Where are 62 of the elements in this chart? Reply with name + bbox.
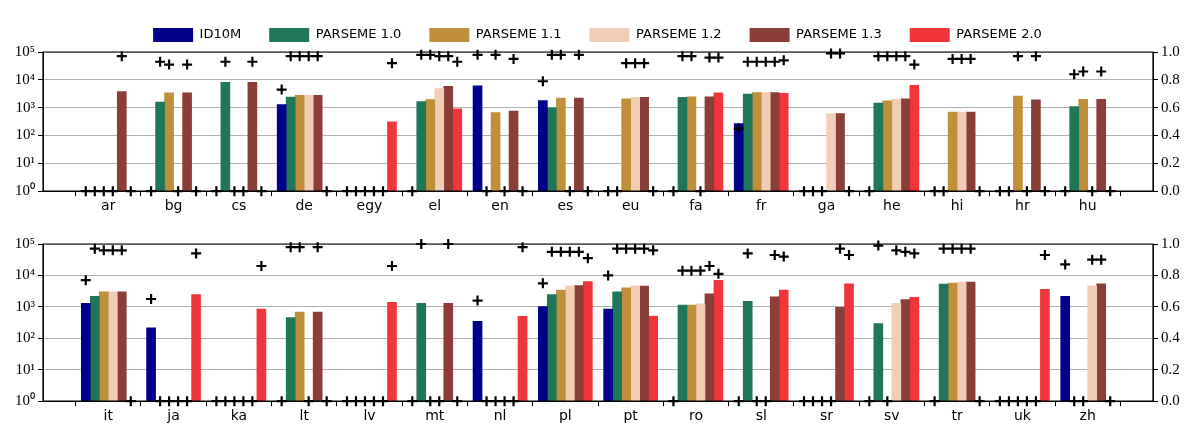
y-tick-label: 10² bbox=[15, 126, 36, 143]
y2-tick-label: 0.0 bbox=[1161, 392, 1180, 409]
y2-tick-label: 0.6 bbox=[1161, 297, 1181, 314]
x-tick-label: ga bbox=[817, 197, 836, 214]
y-tick-label: 10¹ bbox=[15, 154, 35, 171]
x-tick-label: lv bbox=[363, 407, 376, 424]
legend-label: PARSEME 1.0 bbox=[315, 26, 402, 42]
y-tick-label: 10⁴ bbox=[14, 266, 35, 283]
y2-tick-label: 0.0 bbox=[1161, 182, 1180, 199]
x-tick-label: el bbox=[428, 197, 442, 214]
y2-tick-label: 1.0 bbox=[1161, 234, 1180, 251]
y2-tick-label: 1.0 bbox=[1161, 42, 1180, 59]
x-tick-label: hi bbox=[950, 197, 964, 214]
y2-tick-label: 0.8 bbox=[1161, 266, 1180, 283]
x-tick-label: sv bbox=[884, 407, 900, 424]
y2-tick-label: 0.8 bbox=[1161, 70, 1180, 87]
y-tick-label: 10² bbox=[15, 329, 36, 346]
y2-tick-label: 0.2 bbox=[1161, 360, 1180, 377]
x-tick-label: ar bbox=[101, 197, 116, 214]
x-tick-label: de bbox=[295, 197, 313, 214]
x-tick-label: ro bbox=[688, 407, 703, 424]
y2-tick-label: 0.2 bbox=[1161, 154, 1180, 171]
x-tick-label: tr bbox=[951, 407, 963, 424]
y-tick-label: 10³ bbox=[15, 297, 36, 314]
legend-label: PARSEME 1.1 bbox=[475, 26, 562, 42]
x-tick-label: ka bbox=[230, 407, 248, 424]
x-tick-label: lt bbox=[299, 407, 310, 424]
legend-label: PARSEME 1.3 bbox=[796, 26, 882, 42]
x-tick-label: mt bbox=[425, 407, 445, 424]
x-tick-label: uk bbox=[1013, 407, 1032, 424]
y2-tick-label: 0.4 bbox=[1161, 126, 1181, 143]
y-tick-label: 10⁵ bbox=[14, 234, 35, 251]
x-tick-label: it bbox=[103, 407, 114, 424]
legend-label: PARSEME 2.0 bbox=[956, 26, 1042, 42]
x-tick-label: es bbox=[557, 197, 574, 214]
legend-label: PARSEME 1.2 bbox=[635, 26, 722, 42]
x-tick-label: ja bbox=[166, 407, 180, 424]
x-tick-label: eu bbox=[621, 197, 640, 214]
y2-tick-label: 0.4 bbox=[1161, 329, 1181, 346]
y-tick-label: 10³ bbox=[15, 98, 36, 115]
x-tick-label: fr bbox=[755, 197, 767, 214]
x-tick-label: cs bbox=[231, 197, 247, 214]
y2-tick-label: 0.6 bbox=[1161, 98, 1181, 115]
y-tick-label: 10⁴ bbox=[14, 70, 35, 87]
x-tick-label: he bbox=[883, 197, 901, 214]
x-tick-label: pl bbox=[558, 407, 572, 424]
x-tick-label: nl bbox=[493, 407, 507, 424]
y-tick-label: 10¹ bbox=[15, 360, 35, 377]
x-tick-label: hr bbox=[1015, 197, 1030, 214]
x-tick-label: sl bbox=[755, 407, 767, 424]
y-tick-label: 10⁰ bbox=[15, 392, 35, 409]
x-tick-label: sr bbox=[820, 407, 834, 424]
x-tick-label: zh bbox=[1079, 407, 1096, 424]
x-tick-label: bg bbox=[164, 197, 183, 214]
y-tick-label: 10⁰ bbox=[15, 182, 35, 199]
x-tick-label: en bbox=[491, 197, 509, 214]
x-tick-label: egy bbox=[356, 197, 383, 214]
x-tick-label: pt bbox=[623, 407, 639, 424]
x-tick-label: fa bbox=[689, 197, 703, 214]
x-tick-label: hu bbox=[1078, 197, 1097, 214]
y-tick-label: 10⁵ bbox=[14, 42, 35, 59]
legend-label: ID10M bbox=[199, 26, 242, 42]
